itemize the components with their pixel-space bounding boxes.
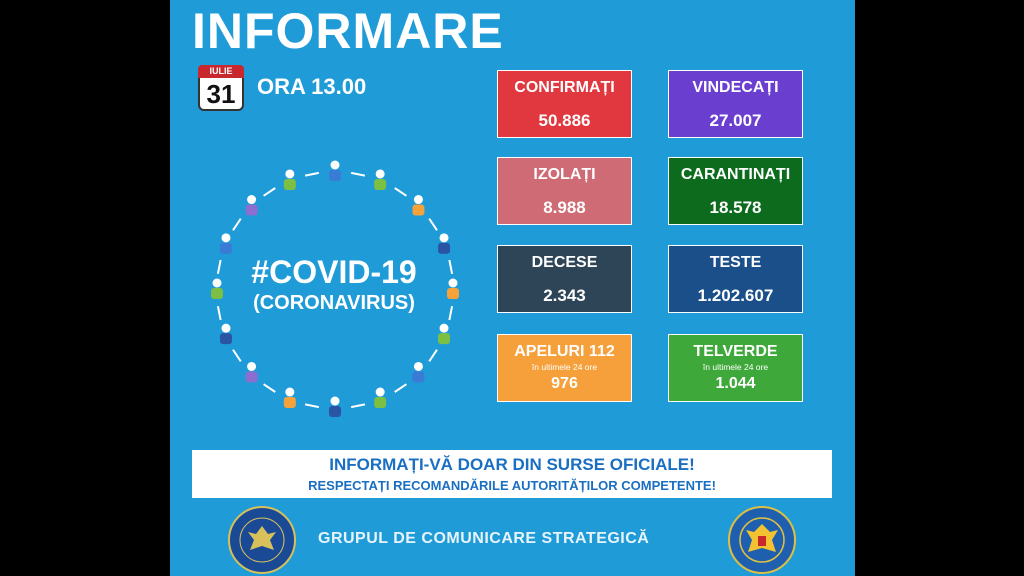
connector-arrow-icon bbox=[232, 218, 242, 231]
connector-arrow-icon bbox=[216, 305, 222, 321]
person-icon bbox=[412, 361, 425, 383]
person-icon bbox=[329, 396, 341, 417]
calendar-month: IULIE bbox=[198, 65, 244, 78]
stat-label: TELVERDE bbox=[693, 343, 778, 360]
stat-value: 8.988 bbox=[543, 198, 586, 217]
stat-vindecati: VINDECAȚI 27.007 bbox=[668, 70, 803, 138]
person-icon bbox=[283, 387, 296, 409]
ministry-seal-logo bbox=[728, 506, 796, 574]
person-icon bbox=[211, 278, 223, 299]
infographic-slide: INFORMARE IULIE 31 ORA 13.00 #COVID-19 (… bbox=[170, 0, 855, 576]
stat-izolati: IZOLAȚI 8.988 bbox=[497, 157, 632, 225]
ministry-crest-icon bbox=[739, 517, 785, 563]
stat-label: TESTE bbox=[709, 254, 762, 271]
connector-arrow-icon bbox=[448, 305, 454, 321]
calendar-day: 31 bbox=[198, 78, 244, 111]
stat-label: CARANTINAȚI bbox=[680, 166, 791, 183]
connector-arrow-icon bbox=[428, 218, 438, 231]
time-label: ORA 13.00 bbox=[257, 74, 367, 99]
covid-hashtag: #COVID-19 bbox=[251, 254, 417, 290]
stat-value: 18.578 bbox=[709, 198, 762, 217]
person-icon bbox=[329, 160, 341, 181]
stat-value: 1.044 bbox=[715, 375, 756, 392]
stat-carantinati: CARANTINAȚI 18.578 bbox=[668, 157, 803, 225]
footer-label: GRUPUL DE COMUNICARE STRATEGICĂ bbox=[318, 530, 650, 547]
covid-subtitle: (CORONAVIRUS) bbox=[253, 292, 415, 314]
stat-telverde: TELVERDE în ultimele 24 ore 1.044 bbox=[668, 334, 803, 402]
stat-value: 976 bbox=[551, 375, 578, 392]
stat-sub: în ultimele 24 ore bbox=[702, 362, 769, 372]
people-ring-illustration bbox=[211, 160, 459, 417]
page-title: INFORMARE bbox=[192, 3, 504, 59]
banner-line-2: RESPECTAȚI RECOMANDĂRILE AUTORITĂȚILOR C… bbox=[308, 478, 716, 493]
person-icon bbox=[438, 233, 451, 254]
stat-label: APELURI 112 bbox=[514, 343, 615, 360]
stat-decese: DECESE 2.343 bbox=[497, 245, 632, 313]
eagle-crest-icon bbox=[239, 517, 285, 563]
stat-value: 1.202.607 bbox=[697, 286, 774, 305]
connector-arrow-icon bbox=[304, 171, 320, 177]
person-icon bbox=[412, 195, 425, 216]
calendar-icon: IULIE 31 bbox=[198, 65, 244, 113]
stat-apeluri: APELURI 112 în ultimele 24 ore 976 bbox=[497, 334, 632, 402]
connector-arrow-icon bbox=[394, 187, 407, 197]
connector-arrow-icon bbox=[263, 383, 276, 393]
stat-value: 2.343 bbox=[543, 286, 586, 305]
connector-arrow-icon bbox=[216, 259, 222, 275]
person-icon bbox=[438, 323, 451, 345]
government-seal-logo bbox=[228, 506, 296, 574]
stat-teste: TESTE 1.202.607 bbox=[668, 245, 803, 313]
connector-arrow-icon bbox=[304, 403, 320, 409]
stat-value: 27.007 bbox=[709, 111, 762, 130]
person-icon bbox=[447, 278, 459, 299]
person-icon bbox=[374, 387, 387, 409]
connector-arrow-icon bbox=[448, 259, 454, 275]
stat-value: 50.886 bbox=[538, 111, 591, 130]
person-icon bbox=[219, 233, 232, 254]
connector-arrow-icon bbox=[394, 383, 407, 393]
stat-label: VINDECAȚI bbox=[692, 79, 779, 96]
connector-arrow-icon bbox=[428, 349, 438, 362]
stat-label: DECESE bbox=[531, 254, 598, 271]
stat-label: IZOLAȚI bbox=[533, 166, 596, 183]
person-icon bbox=[219, 323, 232, 345]
connector-arrow-icon bbox=[350, 171, 366, 177]
person-icon bbox=[245, 195, 258, 216]
person-icon bbox=[245, 361, 258, 383]
connector-arrow-icon bbox=[232, 349, 242, 362]
connector-arrow-icon bbox=[350, 403, 366, 409]
stat-label: CONFIRMAȚI bbox=[514, 79, 615, 96]
stat-confirmati: CONFIRMAȚI 50.886 bbox=[497, 70, 632, 138]
person-icon bbox=[283, 169, 296, 190]
person-icon bbox=[374, 169, 387, 190]
stat-sub: în ultimele 24 ore bbox=[531, 362, 598, 372]
banner-line-1: INFORMAȚI-VĂ DOAR DIN SURSE OFICIALE! bbox=[329, 455, 695, 474]
official-sources-banner: INFORMAȚI-VĂ DOAR DIN SURSE OFICIALE! RE… bbox=[192, 450, 832, 498]
connector-arrow-icon bbox=[263, 187, 276, 197]
